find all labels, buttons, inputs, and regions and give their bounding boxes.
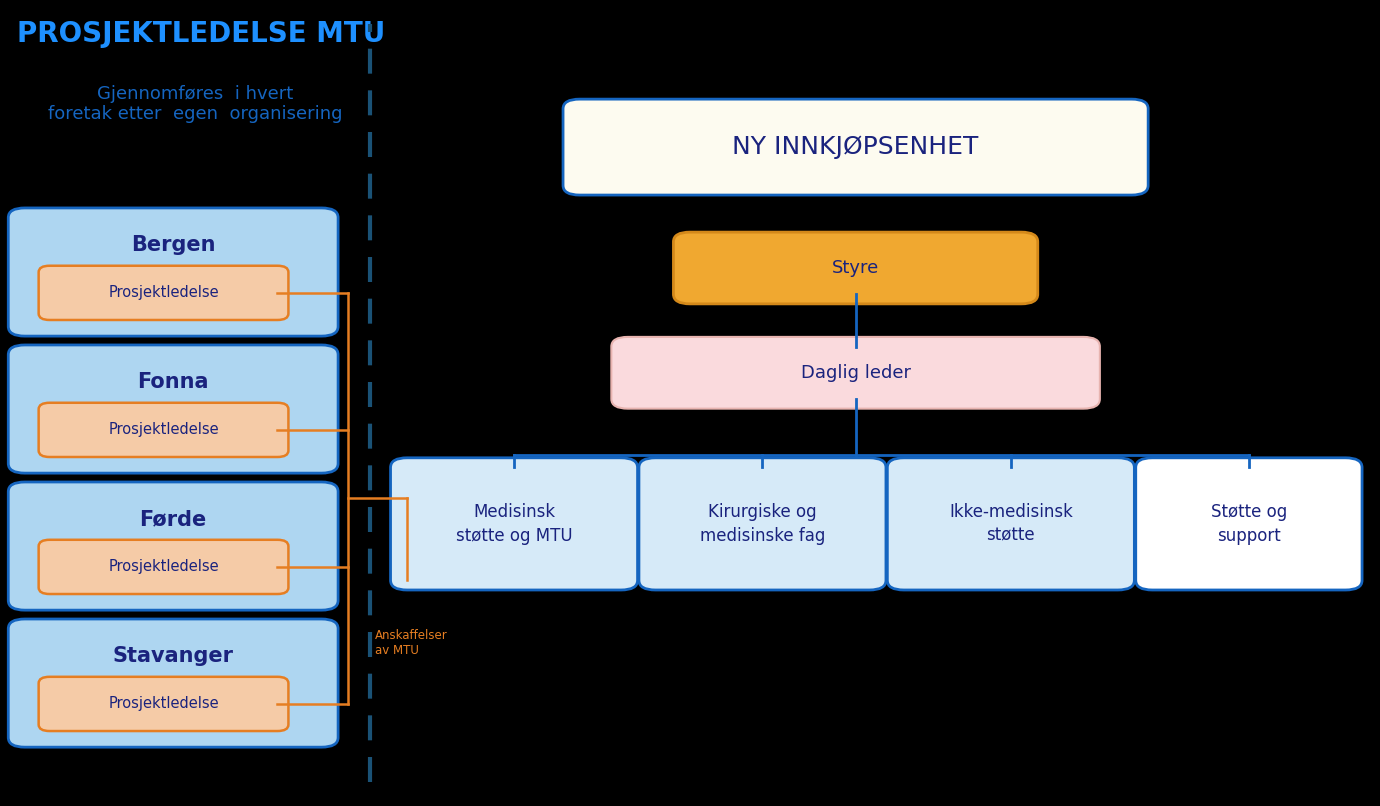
FancyBboxPatch shape [1136, 458, 1362, 590]
Text: Fonna: Fonna [138, 372, 208, 393]
Text: Anskaffelser
av MTU: Anskaffelser av MTU [375, 629, 448, 657]
Text: Prosjektledelse: Prosjektledelse [108, 422, 219, 438]
Text: Styre: Styre [832, 259, 879, 277]
FancyBboxPatch shape [639, 458, 886, 590]
FancyBboxPatch shape [8, 208, 338, 336]
FancyBboxPatch shape [39, 403, 288, 457]
Text: Ikke-medisinsk
støtte: Ikke-medisinsk støtte [949, 503, 1072, 545]
FancyBboxPatch shape [611, 337, 1100, 409]
Text: Stavanger: Stavanger [113, 646, 233, 667]
FancyBboxPatch shape [391, 458, 638, 590]
Text: Prosjektledelse: Prosjektledelse [108, 559, 219, 575]
FancyBboxPatch shape [887, 458, 1134, 590]
FancyBboxPatch shape [8, 482, 338, 610]
Text: Bergen: Bergen [131, 235, 215, 256]
Text: Førde: Førde [139, 509, 207, 530]
FancyBboxPatch shape [39, 266, 288, 320]
FancyBboxPatch shape [673, 232, 1038, 304]
Text: NY INNKJØPSENHET: NY INNKJØPSENHET [733, 135, 978, 159]
Text: Daglig leder: Daglig leder [800, 364, 911, 382]
Text: Støtte og
support: Støtte og support [1210, 503, 1288, 545]
FancyBboxPatch shape [39, 677, 288, 731]
FancyBboxPatch shape [563, 99, 1148, 195]
Text: Prosjektledelse: Prosjektledelse [108, 285, 219, 301]
FancyBboxPatch shape [8, 345, 338, 473]
Text: PROSJEKTLEDELSE MTU: PROSJEKTLEDELSE MTU [17, 20, 385, 48]
Text: Gjennomføres  i hvert
foretak etter  egen  organisering: Gjennomføres i hvert foretak etter egen … [48, 85, 342, 123]
Text: Medisinsk
støtte og MTU: Medisinsk støtte og MTU [455, 503, 573, 545]
Text: Prosjektledelse: Prosjektledelse [108, 696, 219, 712]
Text: Kirurgiske og
medisinske fag: Kirurgiske og medisinske fag [700, 503, 825, 545]
FancyBboxPatch shape [39, 540, 288, 594]
FancyBboxPatch shape [8, 619, 338, 747]
